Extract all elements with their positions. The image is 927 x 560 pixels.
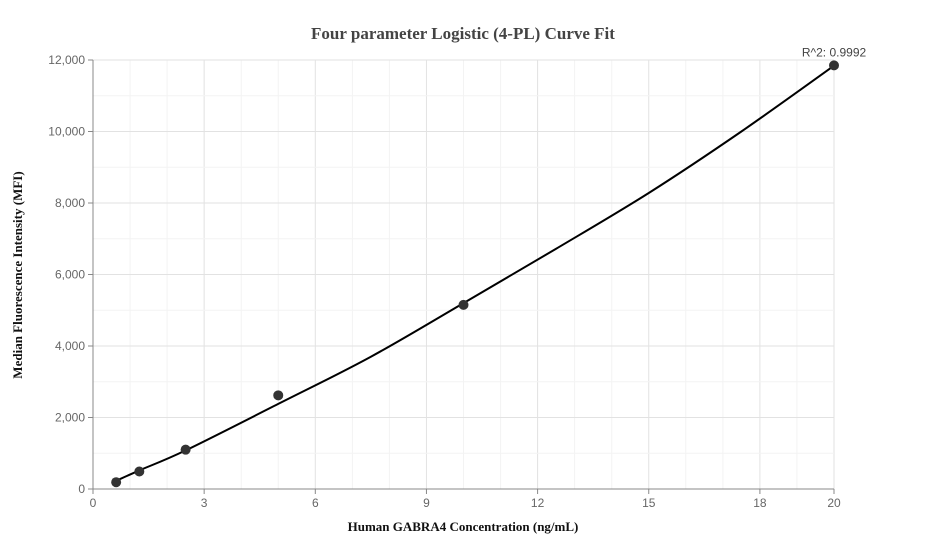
y-tick-label: 12,000 xyxy=(48,53,85,67)
tick-labels: 0 3 6 9 12 15 18 20 0 2,000 4,000 6,000 8,000 10,000 1… xyxy=(48,53,841,510)
x-tick-label: 6 xyxy=(312,496,319,510)
data-point xyxy=(134,466,145,477)
y-tick-label: 0 xyxy=(78,482,85,496)
y-tick-label: 10,000 xyxy=(48,125,85,139)
chart-title: Four parameter Logistic (4-PL) Curve Fit xyxy=(311,24,615,43)
x-tick-label: 3 xyxy=(201,496,208,510)
x-tick-label: 15 xyxy=(642,496,656,510)
data-point xyxy=(458,299,469,310)
data-point xyxy=(829,60,839,71)
y-tick-label: 8,000 xyxy=(55,196,85,210)
x-tick-label: 18 xyxy=(753,496,767,510)
y-tick-label: 2,000 xyxy=(55,411,85,425)
x-tick-label: 20 xyxy=(827,496,841,510)
axes xyxy=(88,59,835,494)
x-axis-title: Human GABRA4 Concentration (ng/mL) xyxy=(348,519,579,534)
y-tick-label: 6,000 xyxy=(55,268,85,282)
y-axis-title: Median Fluorescence Intensity (MFI) xyxy=(10,171,25,378)
x-tick-label: 9 xyxy=(423,496,430,510)
grid xyxy=(92,59,835,490)
x-tick-label: 0 xyxy=(90,496,97,510)
data-points xyxy=(111,60,839,488)
fit-curve xyxy=(115,64,835,482)
data-point xyxy=(180,444,191,455)
data-point xyxy=(111,477,122,488)
r-squared-annotation: R^2: 0.9992 xyxy=(802,45,867,59)
y-tick-label: 4,000 xyxy=(55,339,85,353)
data-point xyxy=(273,390,284,401)
x-tick-label: 12 xyxy=(531,496,545,510)
